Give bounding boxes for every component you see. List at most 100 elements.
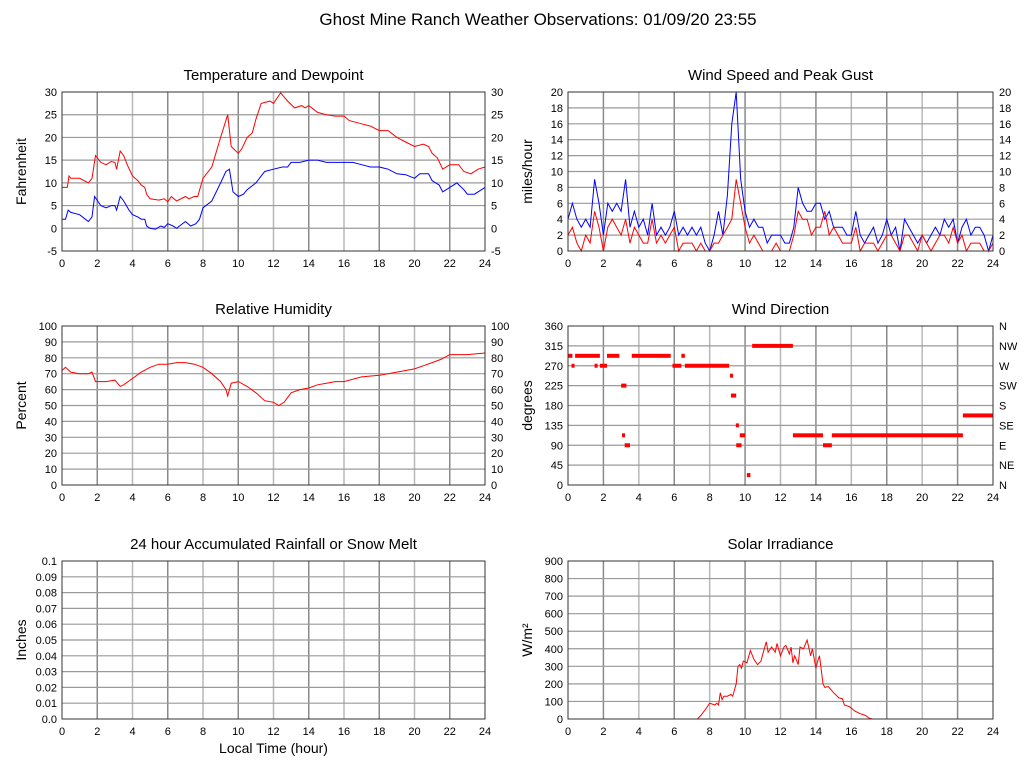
x-tick-label: 4 bbox=[129, 726, 135, 738]
y-tick-label: 12 bbox=[551, 151, 563, 163]
x-tick-label: 14 bbox=[303, 492, 315, 504]
chart-title: Wind Speed and Peak Gust bbox=[688, 67, 874, 84]
y-right-tick-label: 60 bbox=[491, 385, 503, 397]
x-tick-label: 4 bbox=[636, 258, 642, 270]
x-tick-label: 12 bbox=[267, 492, 279, 504]
y-tick-label: 20 bbox=[45, 132, 57, 144]
x-tick-label: 10 bbox=[232, 726, 244, 738]
wind-direction-mark bbox=[739, 433, 746, 438]
x-tick-label: 16 bbox=[338, 726, 350, 738]
y-tick-label: 0.02 bbox=[36, 682, 57, 694]
x-tick-label: 18 bbox=[881, 492, 893, 504]
y-tick-label: 500 bbox=[545, 626, 563, 638]
y-tick-label: 0.08 bbox=[36, 588, 57, 600]
wind-direction-mark bbox=[575, 353, 600, 358]
chart-title: Relative Humidity bbox=[215, 301, 332, 318]
y-tick-label: 10 bbox=[45, 464, 57, 476]
y-axis-label: degrees bbox=[519, 380, 535, 431]
y-tick-label: 0.03 bbox=[36, 667, 57, 679]
x-tick-label: 22 bbox=[444, 492, 456, 504]
x-tick-label: 20 bbox=[408, 726, 420, 738]
wind-direction-mark bbox=[730, 373, 734, 378]
y-right-tick-label: 10 bbox=[999, 167, 1011, 179]
x-tick-label: 10 bbox=[739, 726, 751, 738]
wind-direction-mark bbox=[606, 353, 620, 358]
x-axis-label: Local Time (hour) bbox=[219, 740, 328, 756]
y-tick-label: 225 bbox=[545, 381, 563, 393]
y-tick-label: 20 bbox=[45, 448, 57, 460]
x-tick-label: 16 bbox=[845, 726, 857, 738]
y-right-tick-label: 100 bbox=[491, 321, 509, 333]
y-tick-label: 100 bbox=[545, 696, 563, 708]
x-tick-label: 6 bbox=[671, 492, 677, 504]
x-tick-label: 24 bbox=[987, 258, 999, 270]
x-tick-label: 6 bbox=[671, 726, 677, 738]
x-tick-label: 20 bbox=[916, 492, 928, 504]
series-line-relative-humidity bbox=[61, 352, 486, 407]
x-tick-label: 4 bbox=[129, 258, 135, 270]
x-tick-label: 4 bbox=[636, 492, 642, 504]
x-tick-label: 10 bbox=[232, 258, 244, 270]
y-axis-label: Percent bbox=[13, 381, 29, 429]
x-tick-label: 8 bbox=[707, 492, 713, 504]
chart-rain: 24 hour Accumulated Rainfall or Snow Mel… bbox=[13, 536, 491, 756]
x-tick-label: 2 bbox=[600, 258, 606, 270]
y-tick-label: 180 bbox=[545, 401, 563, 413]
y-right-tick-label: 80 bbox=[491, 353, 503, 365]
y-tick-label: 25 bbox=[45, 110, 57, 122]
wind-direction-mark bbox=[624, 443, 630, 448]
y-tick-label: 2 bbox=[557, 230, 563, 242]
y-tick-label: 14 bbox=[551, 135, 563, 147]
x-tick-label: 8 bbox=[707, 726, 713, 738]
y-tick-label: 40 bbox=[45, 416, 57, 428]
x-tick-label: 14 bbox=[810, 726, 822, 738]
plot-frame bbox=[567, 325, 994, 486]
y-tick-label: 30 bbox=[45, 87, 57, 99]
y-tick-label: 0.09 bbox=[36, 572, 57, 584]
wind-direction-mark bbox=[684, 363, 730, 368]
x-tick-label: 10 bbox=[739, 258, 751, 270]
y-right-tick-label: -5 bbox=[491, 246, 501, 258]
x-tick-label: 20 bbox=[408, 258, 420, 270]
x-tick-label: 8 bbox=[200, 492, 206, 504]
y-right-tick-label: 15 bbox=[491, 155, 503, 167]
y-right-tick-label: 4 bbox=[999, 214, 1005, 226]
y-tick-label: 0.06 bbox=[36, 619, 57, 631]
x-tick-label: 4 bbox=[636, 726, 642, 738]
y-tick-label: 10 bbox=[45, 178, 57, 190]
plot-frame bbox=[567, 560, 994, 720]
y-right-tick-label: 30 bbox=[491, 87, 503, 99]
x-tick-label: 10 bbox=[739, 492, 751, 504]
y-axis-label: Fahrenheit bbox=[13, 138, 29, 205]
main-title: Ghost Mine Ranch Weather Observations: 0… bbox=[319, 10, 756, 29]
x-tick-label: 6 bbox=[671, 258, 677, 270]
y-right-tick-label: 0 bbox=[491, 223, 497, 235]
y-right-tick-label: 2 bbox=[999, 230, 1005, 242]
y-axis-label: Inches bbox=[13, 619, 29, 660]
wind-direction-mark bbox=[681, 353, 685, 358]
y-tick-label: 0.04 bbox=[36, 651, 57, 663]
y-tick-label: 360 bbox=[545, 321, 563, 333]
y-tick-label: 30 bbox=[45, 432, 57, 444]
x-tick-label: 10 bbox=[232, 492, 244, 504]
x-tick-label: 22 bbox=[444, 258, 456, 270]
y-right-tick-label: 14 bbox=[999, 135, 1011, 147]
y-right-tick-label: 0 bbox=[491, 480, 497, 492]
x-tick-label: 22 bbox=[951, 258, 963, 270]
x-tick-label: 12 bbox=[774, 258, 786, 270]
wind-direction-mark bbox=[736, 443, 742, 448]
wind-direction-mark bbox=[735, 423, 739, 428]
y-tick-label: 45 bbox=[551, 460, 563, 472]
wind-direction-mark bbox=[571, 363, 575, 368]
wind-direction-mark bbox=[568, 353, 573, 358]
y-tick-label: 80 bbox=[45, 353, 57, 365]
y-right-tick-label: 70 bbox=[491, 369, 503, 381]
x-tick-label: 14 bbox=[810, 492, 822, 504]
x-tick-label: 0 bbox=[59, 492, 65, 504]
x-tick-label: 0 bbox=[59, 726, 65, 738]
x-tick-label: 8 bbox=[200, 726, 206, 738]
y-tick-label: 0.01 bbox=[36, 698, 57, 710]
